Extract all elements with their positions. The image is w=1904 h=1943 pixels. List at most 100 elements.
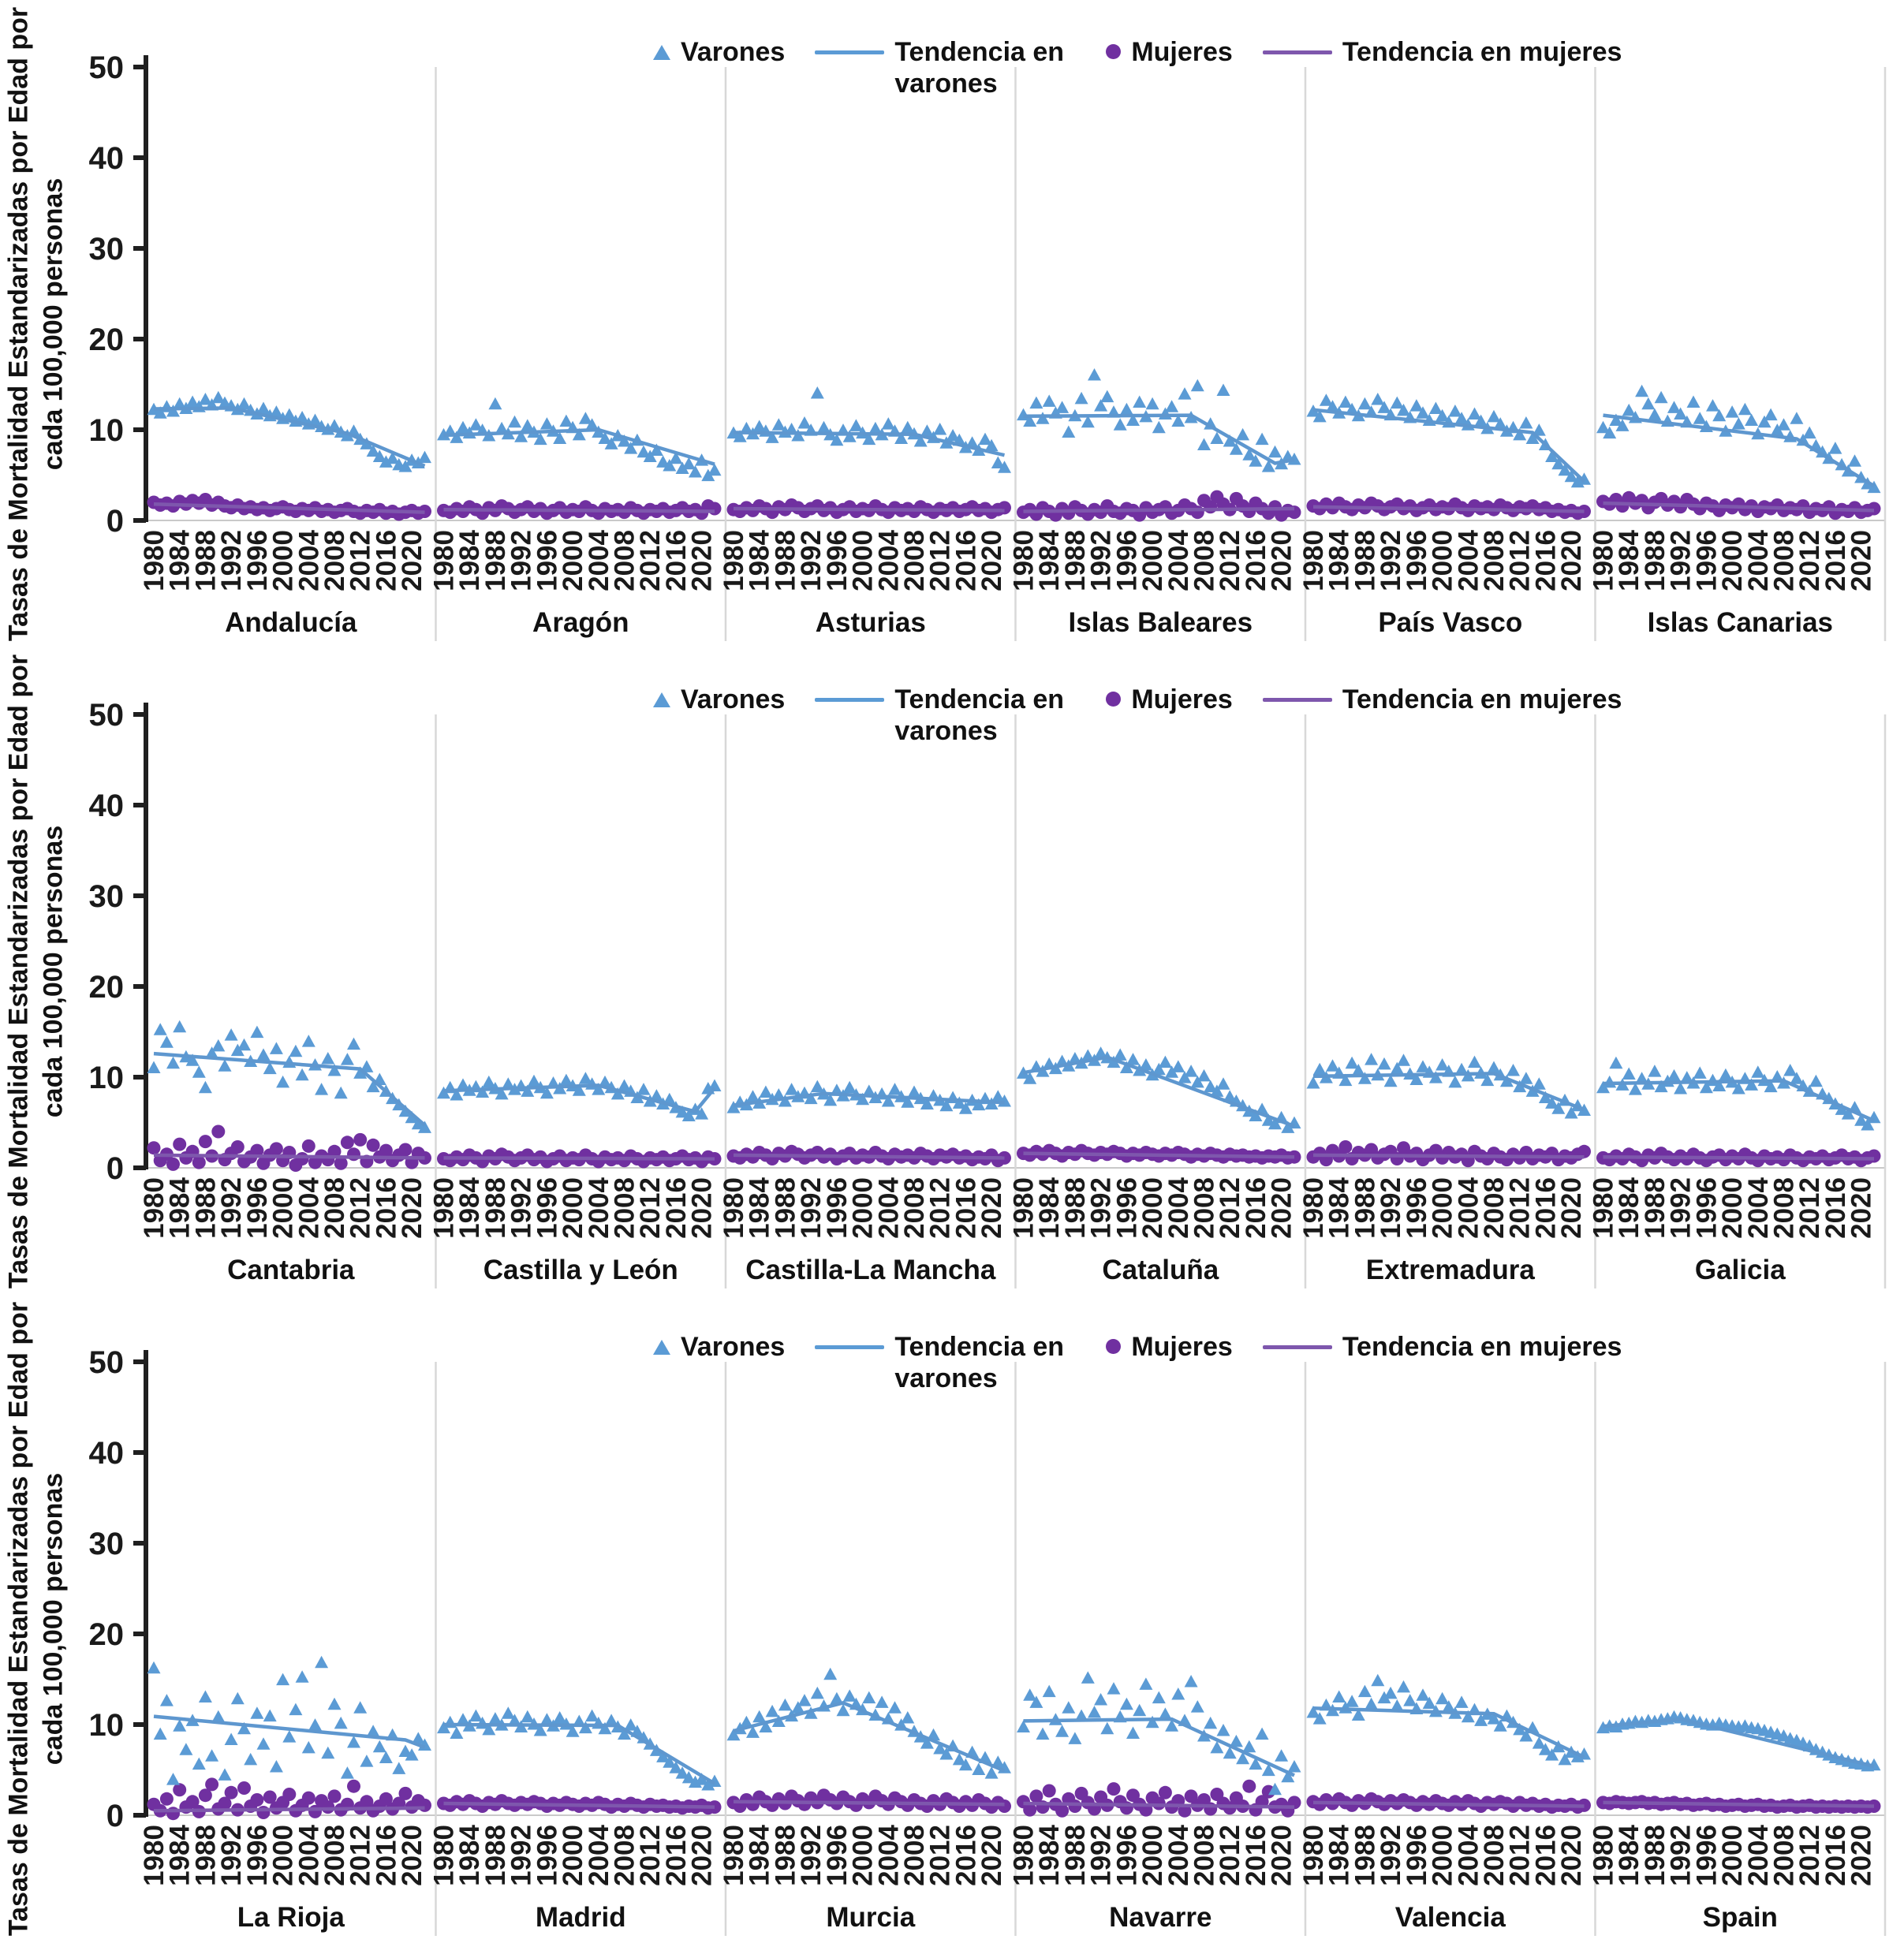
female-point [263, 1790, 277, 1804]
male-point [1036, 1727, 1050, 1740]
male-point [1074, 391, 1088, 405]
male-point [237, 1721, 251, 1735]
male-point [198, 393, 212, 405]
legend-item-varones: Varones [653, 36, 785, 68]
male-points [1017, 1046, 1301, 1133]
male-point [785, 1083, 799, 1095]
male-point [1397, 1680, 1410, 1693]
x-tick-label: 1980 [1589, 1177, 1619, 1239]
x-tick-label: 1984 [1034, 1824, 1065, 1885]
male-point [1062, 425, 1076, 438]
x-tick-label: 2016 [661, 530, 692, 591]
x-tick-label: 2000 [1428, 530, 1458, 591]
region-subplot-pa-s-vasco: 1980198419881992199620002004200820122016… [1298, 393, 1591, 638]
x-tick-label: 2000 [1717, 1825, 1748, 1886]
male-point [1487, 1712, 1501, 1725]
male-point [681, 1109, 696, 1121]
male-point [147, 1061, 161, 1073]
male-points [1306, 1673, 1591, 1766]
male-point [746, 1725, 760, 1738]
plot-row-3: 0102030405019801984198819921996200020042… [89, 1345, 1887, 1936]
female-point [327, 1144, 342, 1158]
male-point [1165, 1719, 1179, 1732]
x-tick-label: 1992 [1086, 530, 1117, 591]
male-point [1377, 1057, 1391, 1070]
male-points [147, 390, 431, 472]
male-point [256, 1048, 271, 1061]
male-point [618, 434, 631, 447]
x-tick-label: 1980 [719, 1825, 749, 1886]
male-point [1390, 396, 1404, 409]
male-point [649, 443, 663, 456]
male-point [1081, 1049, 1095, 1061]
x-tick-label: 1984 [745, 529, 775, 591]
male-trend-line [1023, 1717, 1295, 1777]
female-point [301, 1139, 315, 1153]
male-point [372, 1740, 386, 1753]
male-point [1351, 1708, 1365, 1721]
male-point [1197, 1068, 1211, 1082]
x-tick-label: 2012 [635, 530, 666, 591]
x-tick-label: 2012 [1505, 530, 1536, 591]
male-trend-line [153, 406, 426, 468]
female-point [1867, 1149, 1881, 1163]
male-point [920, 1097, 934, 1109]
male-point [521, 419, 535, 431]
male-point [868, 421, 883, 434]
male-point [353, 1701, 368, 1714]
male-point [1255, 432, 1269, 446]
male-point [1242, 1740, 1256, 1753]
x-tick-label: 1992 [1376, 1177, 1406, 1239]
male-point [1312, 1062, 1327, 1076]
x-tick-label: 2004 [584, 529, 614, 591]
y-tick-label: 20 [89, 970, 125, 1005]
male-point [695, 1107, 709, 1120]
female-point [334, 1156, 348, 1170]
male-point [1216, 1077, 1230, 1090]
x-tick-label: 1984 [1614, 529, 1645, 591]
male-point [347, 1037, 360, 1050]
male-point [681, 1770, 696, 1784]
x-tick-label: 2004 [1453, 1177, 1484, 1238]
female-point [198, 1135, 212, 1149]
region-label: Navarre [1109, 1902, 1211, 1933]
male-point [1654, 1080, 1668, 1093]
male-points [1596, 1710, 1881, 1772]
male-point [1390, 1061, 1404, 1075]
male-point [553, 1711, 567, 1724]
x-tick-label: 1996 [1691, 1825, 1722, 1886]
legend-label-tendencia-varones: Tendencia en varones [894, 684, 1065, 746]
male-point [379, 455, 393, 468]
male-point [939, 1747, 954, 1760]
male-point [1126, 1726, 1140, 1739]
legend: Varones Tendencia en varones Mujeres Ten… [653, 1331, 1622, 1394]
x-tick-label: 2012 [1215, 1825, 1245, 1886]
male-point [1648, 1065, 1662, 1077]
male-point [875, 1695, 889, 1708]
x-tick-label: 1984 [1324, 1824, 1355, 1885]
male-point [1751, 1065, 1765, 1078]
male-point [1281, 1770, 1295, 1783]
male-point [1216, 1724, 1230, 1736]
male-point [610, 1087, 625, 1100]
x-tick-label: 1992 [216, 530, 247, 591]
x-tick-label: 2012 [345, 1825, 376, 1886]
male-points [147, 1655, 431, 1785]
male-point [153, 1023, 167, 1035]
male-point [604, 437, 618, 449]
x-tick-label: 2004 [1163, 1177, 1194, 1238]
male-point [598, 431, 612, 444]
male-point [1719, 1068, 1733, 1081]
male-point [1094, 1693, 1108, 1706]
male-point [701, 468, 715, 482]
male-point [211, 1039, 226, 1052]
male-point [1042, 1684, 1056, 1698]
male-point [1609, 1056, 1623, 1069]
x-tick-label: 2016 [371, 1177, 401, 1239]
male-point [1371, 1673, 1385, 1687]
male-point [1332, 1690, 1346, 1702]
region-subplot-asturias: 1980198419881992199620002004200820122016… [719, 386, 1011, 638]
male-point [1088, 368, 1101, 381]
x-tick-label: 2000 [558, 530, 588, 591]
x-tick-label: 2004 [293, 529, 324, 591]
